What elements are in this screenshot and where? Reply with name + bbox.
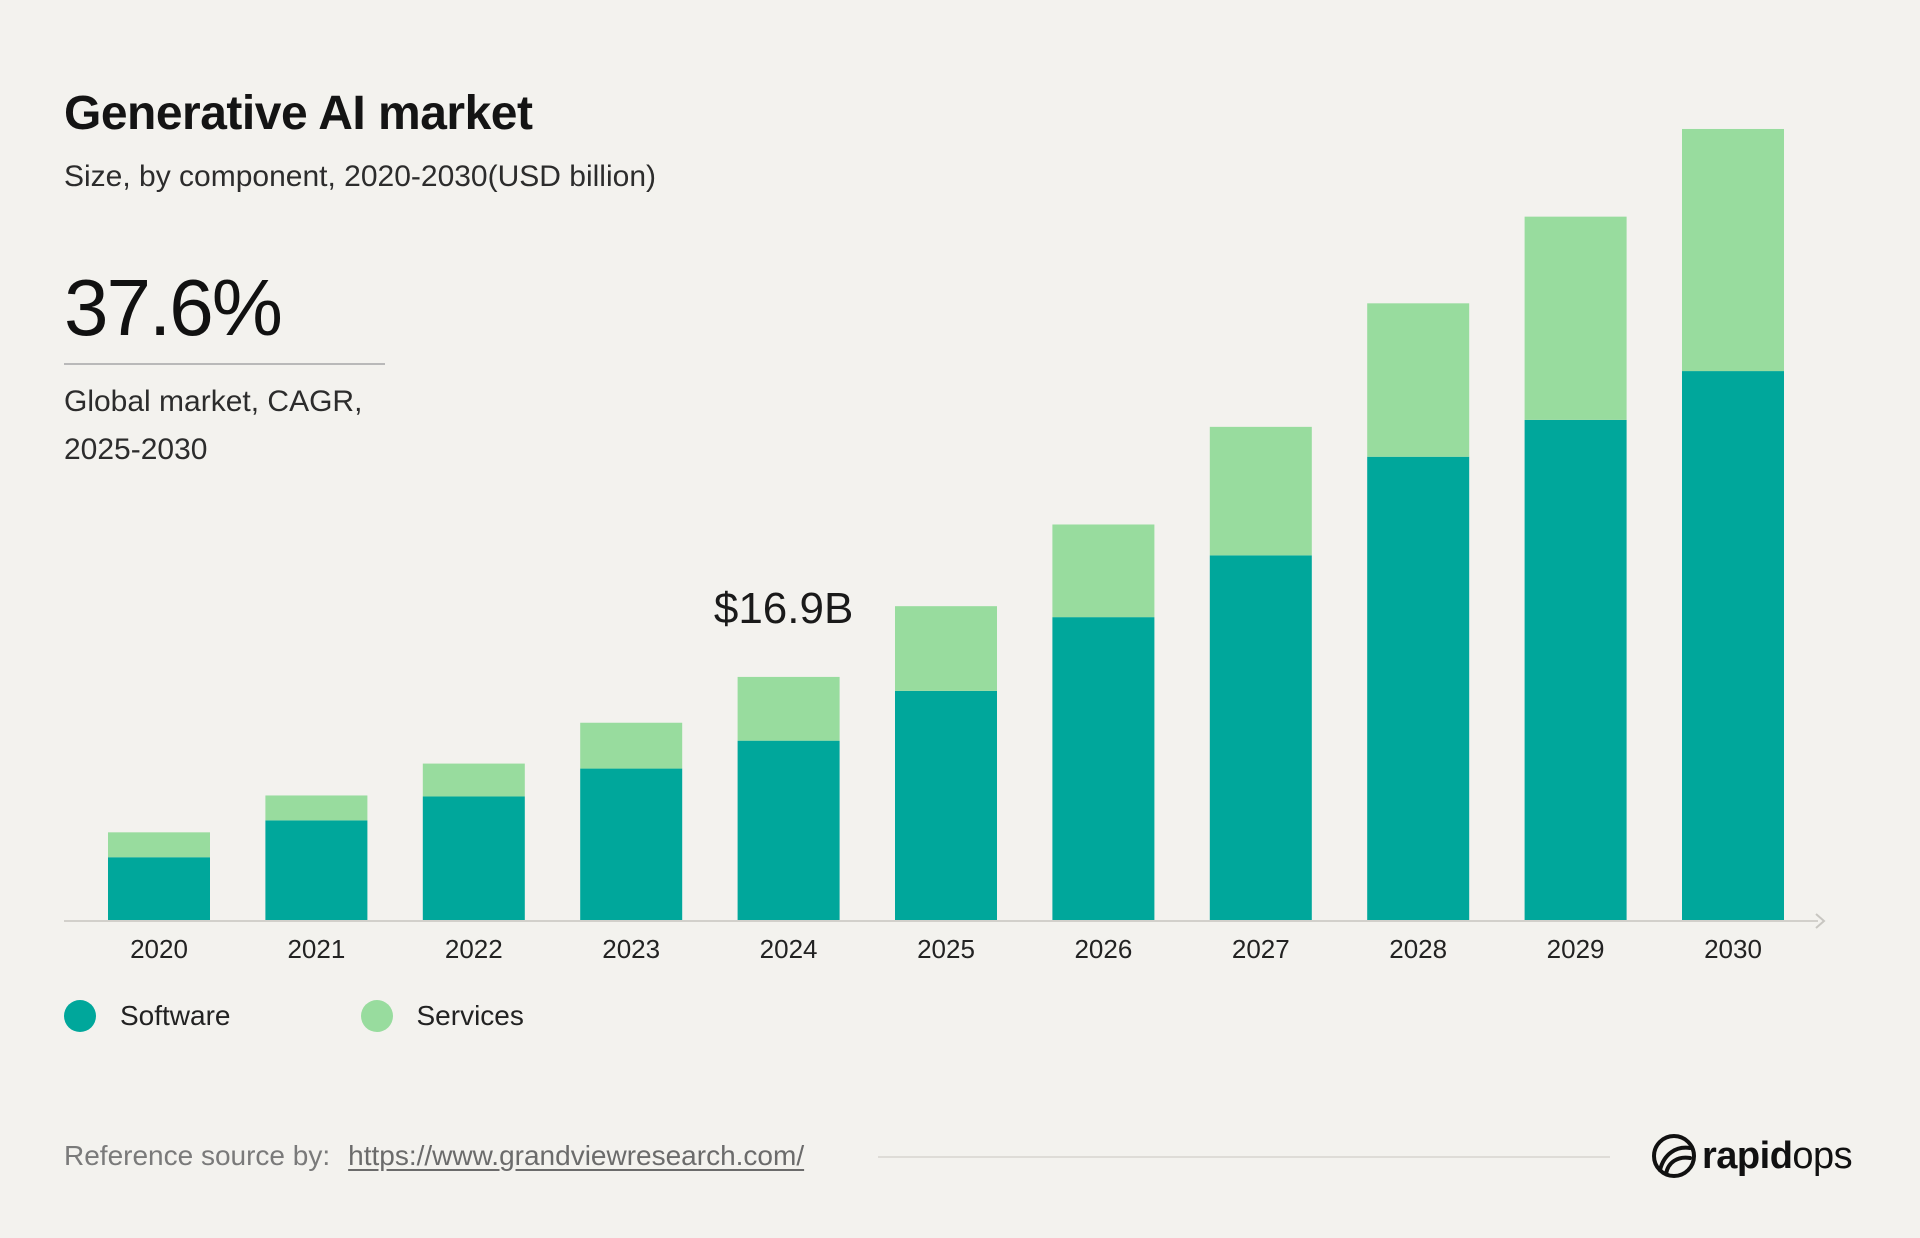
brand-name-light: ops	[1792, 1134, 1853, 1177]
x-tick-label-2024: 2024	[760, 934, 818, 964]
data-label-2024: $16.9B	[714, 584, 853, 633]
x-tick-label-2028: 2028	[1389, 934, 1447, 964]
bar-services-2020	[108, 832, 210, 858]
bar-services-2022	[422, 763, 525, 797]
bar-services-2027	[1209, 426, 1312, 556]
brand-name-bold: rapid	[1702, 1134, 1793, 1177]
bar-software-2023	[580, 768, 683, 920]
bar-services-2030	[1682, 128, 1784, 372]
bar-services-2025	[895, 606, 997, 691]
bar-services-2026	[1052, 524, 1155, 618]
x-axis-arrow-icon	[1815, 913, 1826, 929]
cagr-caption-line1: Global market, CAGR,	[64, 385, 363, 418]
x-tick-label-2030: 2030	[1704, 934, 1762, 964]
legend-swatch-services	[360, 1000, 393, 1032]
cagr-caption: Global market, CAGR, 2025-2030	[64, 378, 424, 474]
chart-legend: Software Services	[64, 1000, 654, 1032]
legend-item-software: Software	[64, 1000, 231, 1032]
bar-software-2022	[422, 796, 525, 920]
x-tick-label-2025: 2025	[917, 934, 975, 964]
footer-divider	[878, 1156, 1610, 1158]
chart-subtitle: Size, by component, 2020-2030(USD billio…	[64, 160, 656, 193]
x-tick-label-2021: 2021	[287, 934, 345, 964]
bar-services-2021	[265, 795, 368, 821]
chart-title: Generative AI market	[64, 87, 533, 140]
brand-logo: rapid ops	[1650, 1132, 1853, 1180]
reference-label: Reference source by:	[64, 1140, 331, 1171]
cagr-caption-line2: 2025-2030	[64, 433, 208, 466]
legend-label-services: Services	[416, 1000, 524, 1031]
bar-software-2030	[1682, 371, 1784, 920]
legend-item-services: Services	[360, 1000, 524, 1032]
kpi-divider	[64, 363, 385, 365]
rapidops-logo-icon	[1652, 1134, 1696, 1178]
x-tick-label-2023: 2023	[602, 934, 660, 964]
x-tick-label-2026: 2026	[1074, 934, 1132, 964]
bar-software-2020	[108, 857, 210, 920]
bar-software-2025	[895, 690, 997, 920]
legend-label-software: Software	[120, 1000, 231, 1031]
legend-swatch-software	[64, 1000, 96, 1032]
x-tick-label-2029: 2029	[1547, 934, 1605, 964]
bar-services-2024	[737, 676, 840, 741]
bar-software-2024	[737, 740, 840, 920]
bar-services-2023	[580, 722, 683, 769]
x-tick-label-2022: 2022	[445, 934, 503, 964]
cagr-value: 37.6%	[64, 263, 283, 352]
bar-services-2028	[1367, 303, 1470, 457]
reference-link[interactable]: https://www.grandviewresearch.com/	[348, 1140, 805, 1171]
x-tick-label-2020: 2020	[130, 934, 188, 964]
x-tick-label-2027: 2027	[1232, 934, 1290, 964]
reference-source: Reference source by: https://www.grandvi…	[64, 1140, 804, 1172]
bar-software-2021	[265, 820, 368, 920]
bar-software-2029	[1524, 419, 1627, 920]
bar-software-2028	[1367, 456, 1470, 920]
bar-services-2029	[1524, 216, 1627, 420]
bar-software-2027	[1209, 555, 1312, 920]
bar-software-2026	[1052, 617, 1155, 920]
